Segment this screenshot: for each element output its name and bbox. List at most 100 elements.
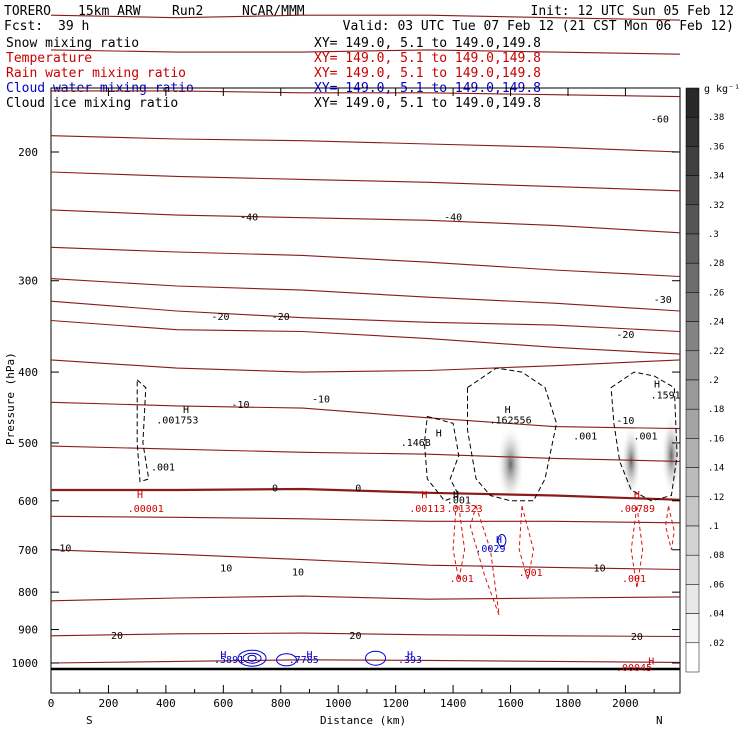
colorbar-label: .04 bbox=[708, 610, 724, 620]
colorbar-label: .36 bbox=[708, 142, 724, 152]
colorbar-label: .18 bbox=[708, 405, 724, 415]
cloud-water-contour bbox=[497, 534, 507, 548]
plot-area: -78.5-60-40-40-30-20-20-20-10-10-1000101… bbox=[50, 14, 682, 694]
temperature-label: 0 bbox=[355, 483, 361, 494]
colorbar-segment bbox=[685, 146, 700, 176]
colorbar-label: .16 bbox=[708, 434, 724, 444]
valid-time: Valid: 03 UTC Tue 07 Feb 12 (21 CST Mon … bbox=[343, 19, 734, 34]
temperature-label: 0 bbox=[272, 483, 278, 494]
h-marker: H bbox=[407, 650, 413, 661]
resolution: 15km ARW bbox=[78, 4, 141, 19]
cloud-ice-contour bbox=[423, 415, 460, 502]
temperature-labels: -78.5-60-40-40-30-20-20-20-10-10-1000101… bbox=[59, 115, 671, 643]
max-value-label: .393 bbox=[398, 655, 422, 666]
colorbar-segment bbox=[685, 408, 700, 439]
max-value-label: .00113 bbox=[409, 504, 445, 515]
field-xy-cloud-ice: XY= 149.0, 5.1 to 149.0,149.8 bbox=[314, 96, 541, 111]
cloud-water-contour bbox=[365, 650, 387, 666]
y-tick-label: 500 bbox=[18, 437, 38, 450]
max-value-label: .001 bbox=[573, 432, 597, 443]
y-tick-label: 200 bbox=[18, 146, 38, 159]
h-marker: H bbox=[306, 650, 312, 661]
temperature-contour bbox=[50, 14, 681, 21]
temperature-label: 10 bbox=[292, 568, 304, 579]
colorbar-label: .24 bbox=[708, 318, 724, 328]
temperature-contour bbox=[50, 595, 681, 602]
h-markers: H H H H H H H H H H H H H bbox=[137, 380, 660, 668]
colorbar: g kg⁻¹ .38 .36 .34 .32 .3 .28 .26 .24 .22 .2 .18 .1… bbox=[685, 84, 740, 673]
north-label: N bbox=[656, 714, 663, 727]
temperature-contour bbox=[50, 278, 681, 312]
max-value-label: .001 bbox=[450, 574, 474, 585]
rain-contour bbox=[518, 505, 535, 581]
colorbar-label: .06 bbox=[708, 580, 724, 590]
y-tick-label: 700 bbox=[18, 544, 38, 557]
rain-contour bbox=[665, 505, 675, 550]
h-marker: H bbox=[436, 429, 442, 440]
colorbar-label: .28 bbox=[708, 259, 724, 269]
x-tick-label: 1400 bbox=[440, 697, 467, 710]
colorbar-segment bbox=[685, 116, 700, 147]
h-marker: H bbox=[183, 405, 189, 416]
colorbar-label: .08 bbox=[708, 551, 724, 561]
field-xy-snow: XY= 149.0, 5.1 to 149.0,149.8 bbox=[314, 36, 541, 51]
colorbar-segment bbox=[685, 613, 700, 644]
h-marker: H bbox=[496, 535, 502, 546]
x-axis: 0 200 400 600 800 1000 1200 1400 1600 1800 2000 bbox=[48, 88, 655, 710]
temperature-label: -10 bbox=[616, 416, 634, 427]
x-tick-label: 800 bbox=[271, 697, 291, 710]
colorbar-label: .1 bbox=[708, 522, 719, 532]
temperature-label: -20 bbox=[616, 330, 634, 341]
temperature-label: 20 bbox=[349, 631, 361, 642]
colorbar-segment bbox=[685, 262, 700, 293]
temperature-contour bbox=[50, 209, 681, 234]
fcst-value: 39 h bbox=[58, 19, 89, 34]
max-value-label: .01323 bbox=[447, 504, 483, 515]
cloud-water-contours bbox=[237, 534, 507, 667]
h-marker: H bbox=[634, 490, 640, 501]
colorbar-segment bbox=[685, 204, 700, 235]
colorbar-label: .34 bbox=[708, 172, 724, 182]
cloud-water-contour bbox=[237, 649, 267, 667]
colorbar-segment bbox=[685, 350, 700, 381]
model-name: TORERO bbox=[4, 4, 51, 19]
field-legend: Snow mixing ratio XY= 149.0, 5.1 to 149.… bbox=[6, 36, 541, 111]
colorbar-label: .12 bbox=[708, 493, 724, 503]
y-tick-label: 600 bbox=[18, 495, 38, 508]
colorbar-segment bbox=[685, 642, 700, 673]
colorbar-segment bbox=[685, 554, 700, 585]
y-tick-label: 400 bbox=[18, 366, 38, 379]
colorbar-label: .02 bbox=[708, 639, 724, 649]
max-value-label: .00001 bbox=[128, 504, 164, 515]
temperature-contour bbox=[50, 515, 681, 524]
y-tick-label: 800 bbox=[18, 586, 38, 599]
cloud-water-contour bbox=[276, 653, 298, 667]
colorbar-segment bbox=[685, 87, 700, 118]
south-label: S bbox=[86, 714, 93, 727]
header: TORERO 15km ARW Run2 NCAR/MMM Init: 12 U… bbox=[4, 4, 734, 34]
x-tick-label: 1600 bbox=[497, 697, 524, 710]
h-marker: H bbox=[421, 490, 427, 501]
init-time: Init: 12 UTC Sun 05 Feb 12 bbox=[531, 4, 735, 19]
colorbar-segment bbox=[685, 321, 700, 352]
field-name-rain: Rain water mixing ratio bbox=[6, 66, 186, 81]
colorbar-unit: g kg⁻¹ bbox=[704, 84, 740, 95]
max-value-label: .00045 bbox=[616, 663, 652, 674]
temperature-contour bbox=[50, 319, 681, 355]
max-labels: .001753 .001 .146B .001 .162556 .001 .001 .1591… bbox=[128, 391, 681, 674]
y-tick-label: 300 bbox=[18, 275, 38, 288]
cloud-ice-contour bbox=[467, 367, 558, 502]
x-axis-label: Distance (km) bbox=[320, 714, 406, 727]
rain-contour bbox=[452, 505, 466, 581]
temperature-contour bbox=[50, 135, 681, 153]
colorbar-label: .22 bbox=[708, 347, 724, 357]
colorbar-label: .3 bbox=[708, 230, 719, 240]
x-tick-label: 400 bbox=[156, 697, 176, 710]
colorbar-label: .38 bbox=[708, 113, 724, 123]
max-value-label: .146B bbox=[401, 438, 431, 449]
x-tick-label: 600 bbox=[213, 697, 233, 710]
cloud-ice-contour bbox=[136, 378, 150, 483]
x-tick-label: 2000 bbox=[612, 697, 639, 710]
temperature-contour bbox=[51, 487, 681, 501]
